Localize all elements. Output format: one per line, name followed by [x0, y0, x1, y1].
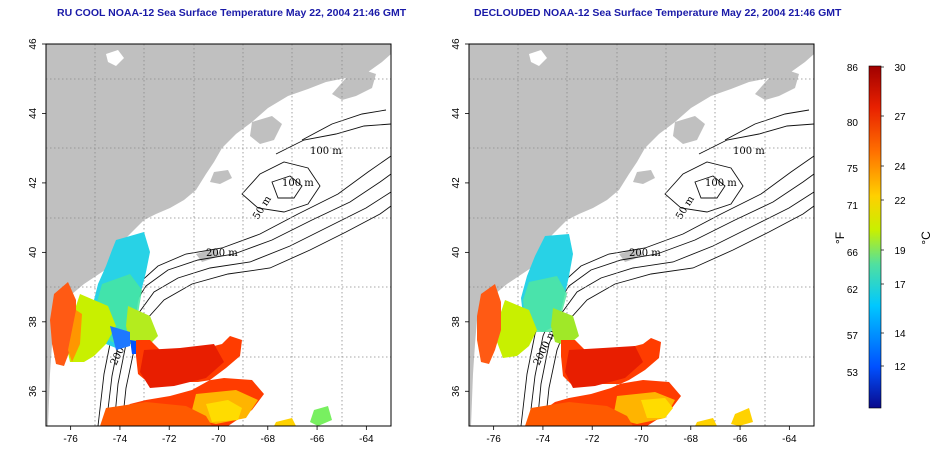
fahrenheit-unit-label: °F [833, 232, 847, 244]
celsius-unit-label: °C [919, 231, 933, 245]
celsius-tick-label: 30 [894, 63, 906, 74]
celsius-tick-label: 24 [894, 162, 906, 173]
celsius-tick-label: 22 [894, 196, 906, 207]
right-map-panel [468, 43, 815, 427]
left-lon-tick-label: -76 [63, 434, 78, 445]
right-lat-tick-label: 46 [451, 38, 462, 50]
left-map-panel [45, 43, 392, 427]
celsius-tick-label: 27 [894, 112, 906, 123]
right-lon-tick-label: -76 [486, 434, 501, 445]
right-sst-overlay [477, 234, 753, 426]
fahrenheit-tick-label: 80 [847, 118, 859, 129]
left-lat-tick-label: 36 [28, 385, 39, 397]
left-lon-tick-label: -70 [211, 434, 226, 445]
right-lon-tick-label: -70 [634, 434, 649, 445]
left-map-title: RU COOL NOAA-12 Sea Surface Temperature … [57, 7, 407, 19]
left-lon-tick-label: -64 [359, 434, 374, 445]
left-lat-tick-label: 46 [28, 38, 39, 50]
right-lon-tick-label: -74 [536, 434, 551, 445]
celsius-tick-label: 12 [894, 362, 906, 373]
fahrenheit-tick-label: 71 [847, 201, 859, 212]
right-lat-tick-label: 44 [451, 107, 462, 119]
right-lat-tick-label: 40 [451, 246, 462, 258]
right-lat-tick-label: 38 [451, 316, 462, 328]
right-lon-tick-label: -64 [782, 434, 797, 445]
left-lat-tick-label: 38 [28, 316, 39, 328]
celsius-tick-label: 14 [894, 329, 906, 340]
left-lat-tick-label: 44 [28, 107, 39, 119]
fahrenheit-tick-label: 75 [847, 164, 859, 175]
left-lon-tick-label: -72 [162, 434, 177, 445]
fahrenheit-tick-label: 86 [847, 63, 859, 74]
left-lat-tick-label: 42 [28, 177, 39, 189]
left-lon-tick-label: -68 [261, 434, 276, 445]
right-lat-tick-label: 36 [451, 385, 462, 397]
left-map-axes: -76 -74 -72 -70 -68 -66 -64 36 38 40 42 44 46 [28, 38, 374, 445]
fahrenheit-tick-label: 53 [847, 368, 859, 379]
fahrenheit-tick-label: 57 [847, 331, 859, 342]
left-lat-tick-label: 40 [28, 246, 39, 258]
right-lon-tick-label: -68 [684, 434, 699, 445]
right-lon-tick-label: -72 [585, 434, 600, 445]
fahrenheit-tick-label: 66 [847, 248, 859, 259]
left-lon-tick-label: -66 [310, 434, 325, 445]
celsius-tick-label: 19 [894, 246, 906, 257]
colorbar-gradient [868, 65, 882, 409]
colorbar: 86 80 75 71 66 62 57 53 30 27 24 22 19 17 14 12 °F °C [833, 63, 933, 409]
right-map-axes: -76 -74 -72 -70 -68 -66 -64 36 38 40 42 44 46 [451, 38, 797, 445]
right-lat-tick-label: 42 [451, 177, 462, 189]
right-lon-tick-label: -66 [733, 434, 748, 445]
fahrenheit-tick-label: 62 [847, 285, 859, 296]
right-map-title: DECLOUDED NOAA-12 Sea Surface Temperatur… [474, 7, 842, 19]
left-sst-overlay [50, 232, 332, 426]
left-lon-tick-label: -74 [113, 434, 128, 445]
celsius-tick-label: 17 [894, 280, 906, 291]
